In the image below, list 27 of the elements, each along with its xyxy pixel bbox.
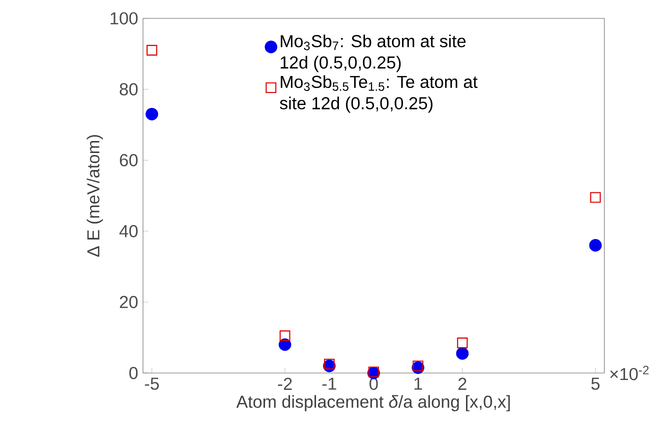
legend-label: Mo$_{3}$Sb$_{5.5}$Te$_{1.5}$: Te atom at site 12d (0.5,0,0.25) [280, 75, 478, 113]
point [146, 44, 158, 56]
y-tick-label: 20 [120, 296, 138, 308]
point [280, 330, 290, 342]
point [590, 192, 601, 203]
y-tick-label: 80 [120, 83, 138, 96]
y-axis-title: Δ E (meV/atom) [86, 135, 103, 257]
x-tick-label: -1 [322, 378, 336, 390]
x-tick-label: 1 [414, 378, 422, 390]
point [412, 360, 424, 372]
y-tick-label: 40 [119, 224, 138, 238]
point [324, 358, 335, 370]
x-tick-label: -2 [278, 378, 292, 390]
point [456, 347, 469, 360]
legend-label: Mo$_{3}$Sb$_{7}$: Sb atom at site 12d (0.5,0,0.25) [280, 34, 466, 72]
y-tick-label: 60 [120, 154, 138, 166]
point [146, 108, 158, 120]
point [278, 338, 292, 351]
y-tick-label: 100 [110, 12, 138, 24]
x-tick-label: 5 [591, 378, 600, 390]
y-tick-label: 0 [129, 366, 138, 380]
text: ×10$^{-2}$ [610, 366, 649, 380]
x-axis-title: Atom displacement δ/a along [x,0,x] [236, 395, 510, 412]
point [457, 338, 468, 348]
x-tick-label: 2 [458, 378, 466, 390]
point [589, 239, 602, 252]
x-tick-label: -5 [144, 378, 159, 390]
